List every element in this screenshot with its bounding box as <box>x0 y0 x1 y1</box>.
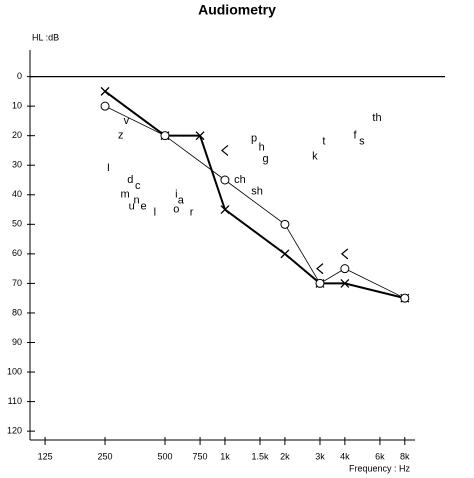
annotation: c <box>135 180 141 192</box>
annotation: k <box>312 150 318 162</box>
x-tick-label: 3k <box>315 451 325 461</box>
marker-bone <box>221 144 229 156</box>
y-tick-label: 60 <box>12 248 22 258</box>
x-tick-label: 1.5k <box>252 451 270 461</box>
x-tick-label: 125 <box>38 451 53 461</box>
marker-x <box>195 131 205 141</box>
annotation: h <box>259 141 265 153</box>
annotation: e <box>140 200 146 212</box>
x-tick-label: 6k <box>375 451 385 461</box>
annotation: s <box>359 135 365 147</box>
y-tick-label: 10 <box>12 101 22 111</box>
y-tick-label: 20 <box>12 130 22 140</box>
annotation: i <box>175 189 177 201</box>
annotation: p <box>251 133 257 145</box>
x-tick-label: 1k <box>220 451 230 461</box>
y-axis-label: HL :dB <box>32 32 59 42</box>
x-tick-label: 4k <box>340 451 350 461</box>
annotation: sh <box>251 186 263 198</box>
annotation: v <box>124 115 130 127</box>
y-tick-label: 30 <box>12 160 22 170</box>
marker-o <box>315 278 325 288</box>
annotation: o <box>173 203 179 215</box>
annotation: f <box>354 130 358 142</box>
x-tick-label: 8k <box>400 451 410 461</box>
y-tick-label: 50 <box>12 219 22 229</box>
marker-o <box>220 175 230 185</box>
annotation: d <box>127 174 133 186</box>
annotation: r <box>190 206 194 218</box>
annotation: g <box>263 153 269 165</box>
annotation: th <box>372 112 381 124</box>
x-tick-label: 2k <box>280 451 290 461</box>
x-axis-label: Frequency : Hz <box>349 463 411 473</box>
marker-o <box>100 101 110 111</box>
y-tick-label: 0 <box>17 71 22 81</box>
annotation: u <box>129 200 135 212</box>
marker-o <box>400 293 410 303</box>
marker-x <box>280 249 290 259</box>
y-tick-label: 40 <box>12 189 22 199</box>
marker-o <box>280 219 290 229</box>
annotation: a <box>178 195 185 207</box>
y-tick-label: 120 <box>7 426 22 436</box>
marker-x <box>340 278 350 288</box>
annotation: t <box>322 135 325 147</box>
y-tick-label: 100 <box>7 366 22 376</box>
chart-title: Audiometry <box>198 2 276 18</box>
y-tick-label: 80 <box>12 307 22 317</box>
series-line <box>104 90 406 300</box>
marker-o <box>160 131 170 141</box>
y-tick-label: 110 <box>8 396 22 406</box>
x-tick-label: 750 <box>193 451 208 461</box>
annotation: m <box>120 189 129 201</box>
annotation: l <box>154 206 156 218</box>
marker-o <box>340 264 350 274</box>
marker-bone <box>316 263 324 275</box>
y-tick-label: 70 <box>12 278 22 288</box>
marker-x <box>220 205 230 215</box>
annotation: z <box>118 130 124 142</box>
marker-bone <box>340 248 349 260</box>
x-tick-label: 250 <box>98 451 113 461</box>
annotation: I <box>107 162 110 174</box>
marker-x <box>100 86 110 96</box>
y-tick-label: 90 <box>12 337 22 347</box>
annotation: n <box>134 195 140 207</box>
annotation: ch <box>234 174 246 186</box>
x-tick-label: 500 <box>157 451 172 461</box>
